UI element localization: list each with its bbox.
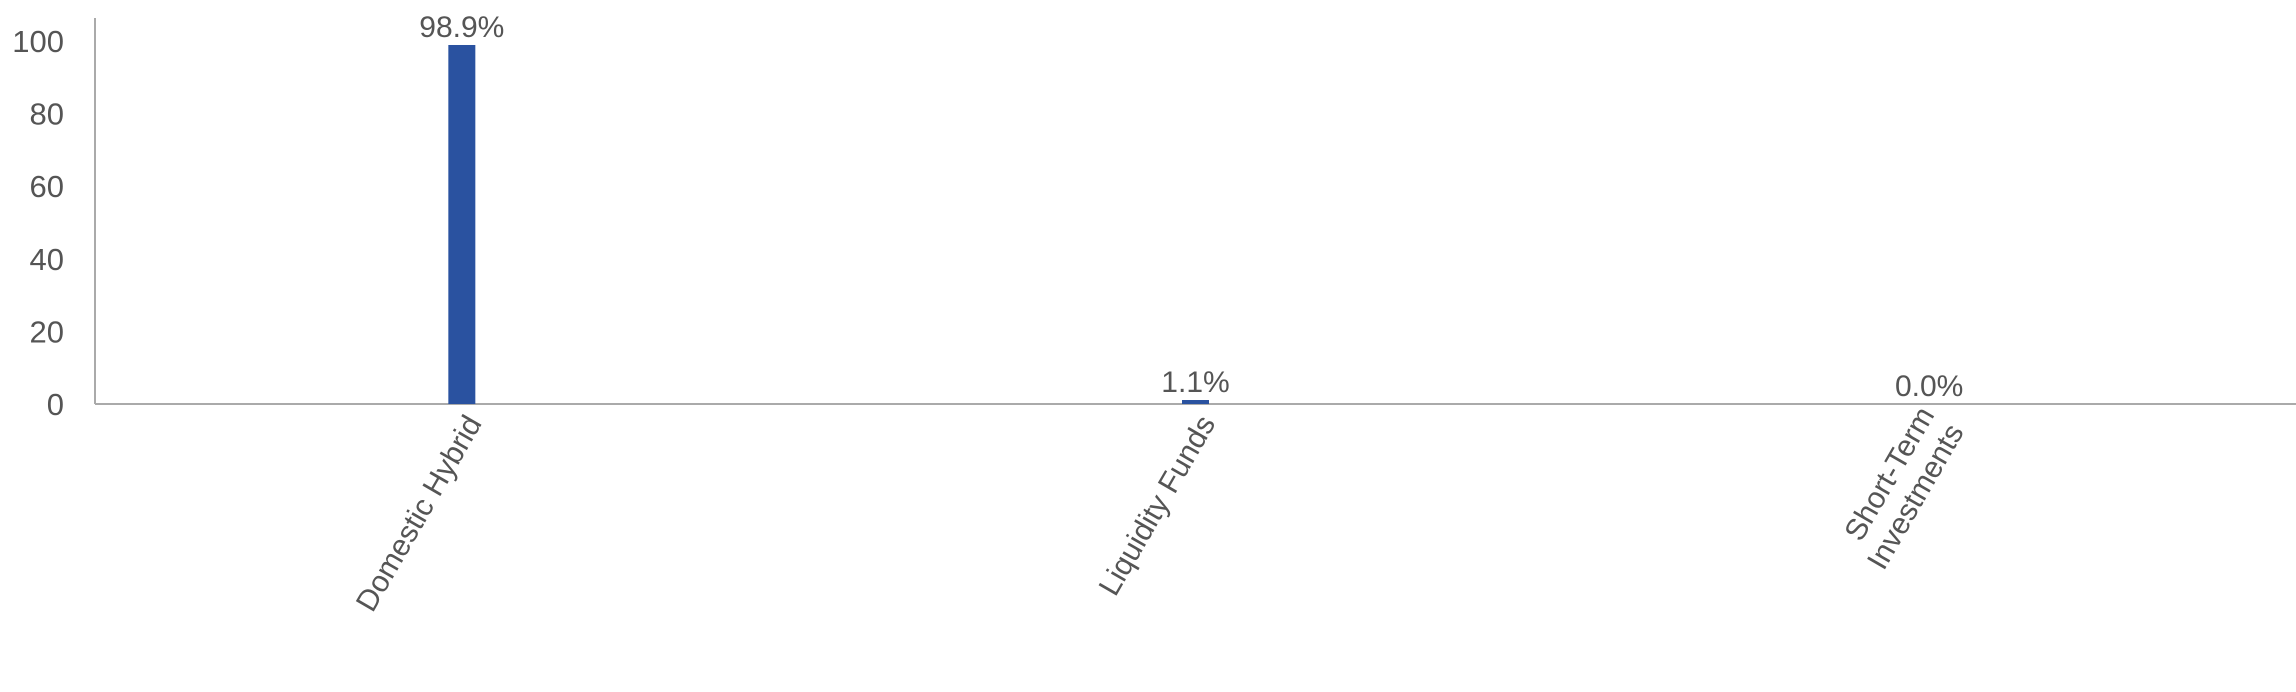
data-label: 1.1% — [1161, 366, 1229, 399]
bar — [1182, 400, 1209, 404]
x-tick-label: Liquidity Funds — [1093, 410, 1222, 601]
y-tick-label: 40 — [30, 242, 64, 277]
x-tick-label-line: Liquidity Funds — [1093, 410, 1222, 601]
data-label: 0.0% — [1895, 370, 1963, 403]
x-tick-label: Short-TermInvestments — [1832, 402, 1971, 576]
y-tick-label: 80 — [30, 97, 64, 132]
x-tick-label-line: Domestic Hybrid — [350, 410, 489, 617]
x-tick-label: Domestic Hybrid — [350, 410, 489, 617]
y-tick-label: 0 — [47, 387, 64, 422]
bar — [448, 44, 476, 404]
y-tick-label: 20 — [30, 314, 64, 349]
y-tick-label: 100 — [12, 24, 64, 59]
y-tick-label: 60 — [30, 169, 64, 204]
data-label: 98.9% — [419, 11, 504, 44]
